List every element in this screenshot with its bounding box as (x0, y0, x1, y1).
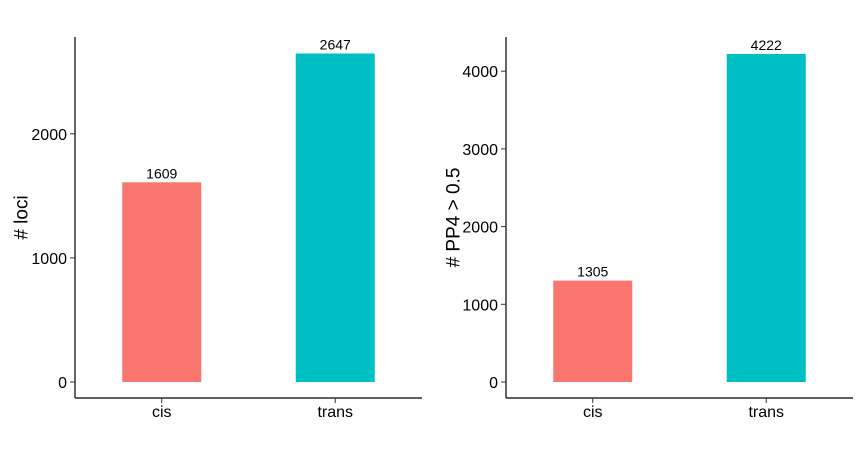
y-axis-title: # loci (12, 195, 33, 239)
bar-cis (553, 280, 633, 382)
chart-panel-2: 0 1000 2000 3000 4000 # PP4 > 0.5 1305 cis 4222 t… (444, 37, 853, 421)
bar-cis (122, 182, 202, 382)
x-tick-label-trans: trans (317, 404, 353, 421)
bar-trans (726, 53, 806, 383)
x-tick-label-cis: cis (583, 404, 603, 421)
bar-trans (295, 53, 375, 382)
y-tick-label: 4000 (462, 64, 498, 81)
y-tick-label: 3000 (462, 142, 498, 159)
chart-panel-1: 0 1000 2000 # loci 1609 cis 2647 trans (12, 37, 422, 421)
x-tick-label-cis: cis (152, 404, 172, 421)
y-tick-label: 1000 (462, 297, 498, 314)
data-label-cis: 1305 (577, 264, 608, 280)
data-label-trans: 4222 (751, 37, 782, 53)
data-label-cis: 1609 (146, 165, 177, 181)
y-tick-label: 0 (489, 375, 498, 392)
y-tick-label: 2000 (31, 127, 67, 144)
data-label-trans: 2647 (320, 37, 351, 53)
y-tick-label: 2000 (462, 220, 498, 237)
x-tick-label-trans: trans (748, 404, 784, 421)
y-tick-label: 0 (58, 375, 67, 392)
y-tick-label: 1000 (31, 251, 67, 268)
y-axis-title: # PP4 > 0.5 (444, 168, 465, 268)
